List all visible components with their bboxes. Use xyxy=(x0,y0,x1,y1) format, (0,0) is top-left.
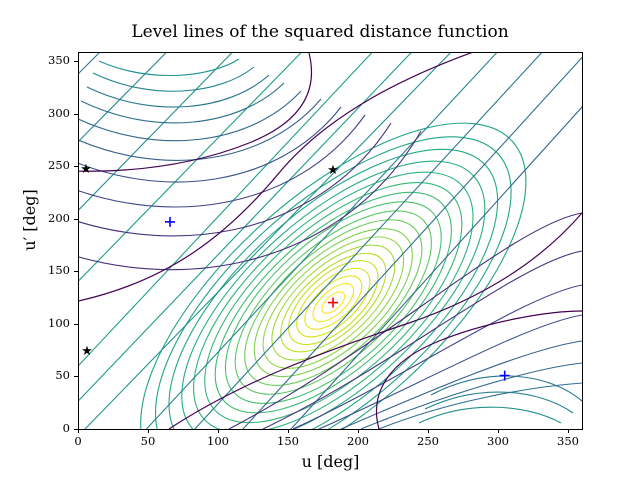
ytick-label-150: 150 xyxy=(48,263,70,277)
plot-area: ★ ★ ★ xyxy=(78,52,583,430)
minimum-marker xyxy=(328,297,338,308)
xtick-mark xyxy=(288,429,289,433)
black-star-marker-3: ★ xyxy=(81,344,93,359)
black-star-marker-2: ★ xyxy=(327,163,339,178)
xtick-label-250: 250 xyxy=(417,434,439,448)
y-axis-label: u′ [deg] xyxy=(20,189,39,251)
ytick-mark xyxy=(74,324,78,325)
ytick-label-350: 350 xyxy=(48,53,70,67)
xtick-mark xyxy=(498,429,499,433)
ytick-label-50: 50 xyxy=(55,368,70,382)
xtick-mark xyxy=(568,429,569,433)
ytick-mark xyxy=(74,376,78,377)
xtick-mark xyxy=(78,429,79,433)
xtick-label-200: 200 xyxy=(347,434,369,448)
xtick-label-300: 300 xyxy=(487,434,509,448)
markers-layer: ★ ★ ★ xyxy=(80,162,510,381)
ytick-label-200: 200 xyxy=(48,211,70,225)
ytick-label-100: 100 xyxy=(48,316,70,330)
xtick-label-50: 50 xyxy=(140,434,156,448)
contour-lines xyxy=(79,53,582,429)
xtick-label-150: 150 xyxy=(277,434,299,448)
xtick-mark xyxy=(428,429,429,433)
page-title: Level lines of the squared distance func… xyxy=(131,22,509,42)
xtick-label-350: 350 xyxy=(557,434,579,448)
xtick-mark xyxy=(358,429,359,433)
ytick-label-300: 300 xyxy=(48,106,70,120)
ytick-mark xyxy=(74,271,78,272)
ytick-mark xyxy=(74,166,78,167)
ytick-mark xyxy=(74,114,78,115)
ytick-mark xyxy=(74,219,78,220)
xtick-label-0: 0 xyxy=(74,434,82,448)
ytick-label-250: 250 xyxy=(48,158,70,172)
xtick-mark xyxy=(148,429,149,433)
xtick-label-100: 100 xyxy=(207,434,229,448)
ytick-label-0: 0 xyxy=(62,421,70,435)
black-star-marker-1: ★ xyxy=(80,162,92,177)
ytick-mark xyxy=(74,429,78,430)
x-axis-label: u [deg] xyxy=(301,452,360,471)
xtick-mark xyxy=(218,429,219,433)
contour-plot-svg: ★ ★ ★ xyxy=(79,53,582,429)
blue-cross-marker-2 xyxy=(499,370,510,381)
ytick-mark xyxy=(74,61,78,62)
blue-cross-marker-1 xyxy=(165,216,175,227)
